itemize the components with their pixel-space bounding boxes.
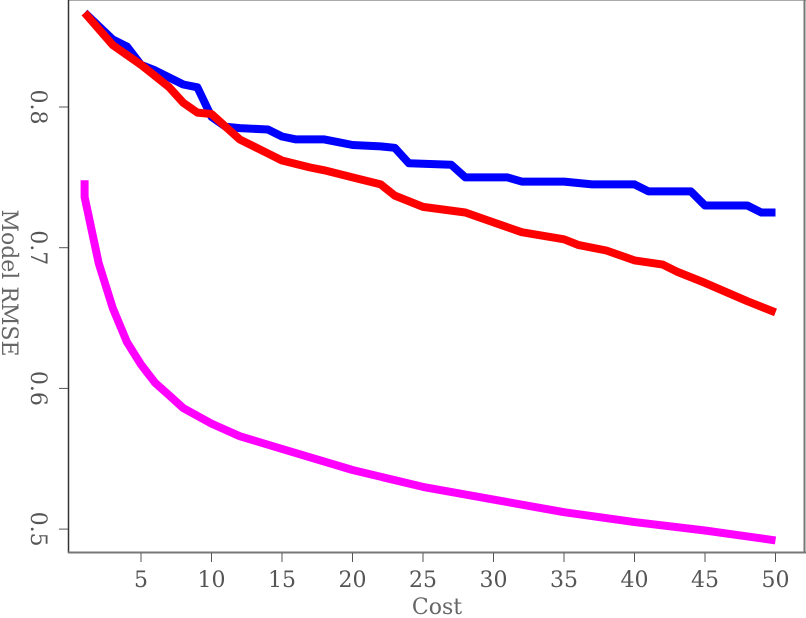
x-tick-label: 15	[268, 568, 296, 593]
series-line-red	[81, 10, 777, 317]
plot-frame	[67, 0, 806, 554]
series-line-magenta	[80, 180, 777, 545]
x-axis-ticks: 5 10 15 20 25 30 35 40 45 50	[134, 553, 790, 593]
y-axis-ticks: 0.5 0.6 0.7 0.8	[25, 90, 68, 547]
x-tick-label: 30	[480, 568, 508, 593]
series-lines	[80, 9, 777, 545]
x-tick-label: 50	[762, 568, 790, 593]
x-tick-label: 10	[198, 568, 226, 593]
x-tick-label: 25	[409, 568, 437, 593]
y-tick-label: 0.8	[25, 90, 50, 125]
x-tick-label: 5	[134, 568, 148, 593]
y-tick-label: 0.5	[25, 512, 50, 547]
x-tick-label: 45	[691, 568, 719, 593]
x-tick-label: 20	[339, 568, 367, 593]
x-axis-title: Cost	[412, 595, 462, 618]
x-tick-label: 40	[621, 568, 649, 593]
y-axis-title: Model RMSE	[0, 209, 21, 356]
y-tick-label: 0.7	[25, 230, 50, 265]
y-tick-label: 0.6	[25, 371, 50, 406]
x-tick-label: 35	[550, 568, 578, 593]
series-line-blue	[81, 9, 776, 217]
